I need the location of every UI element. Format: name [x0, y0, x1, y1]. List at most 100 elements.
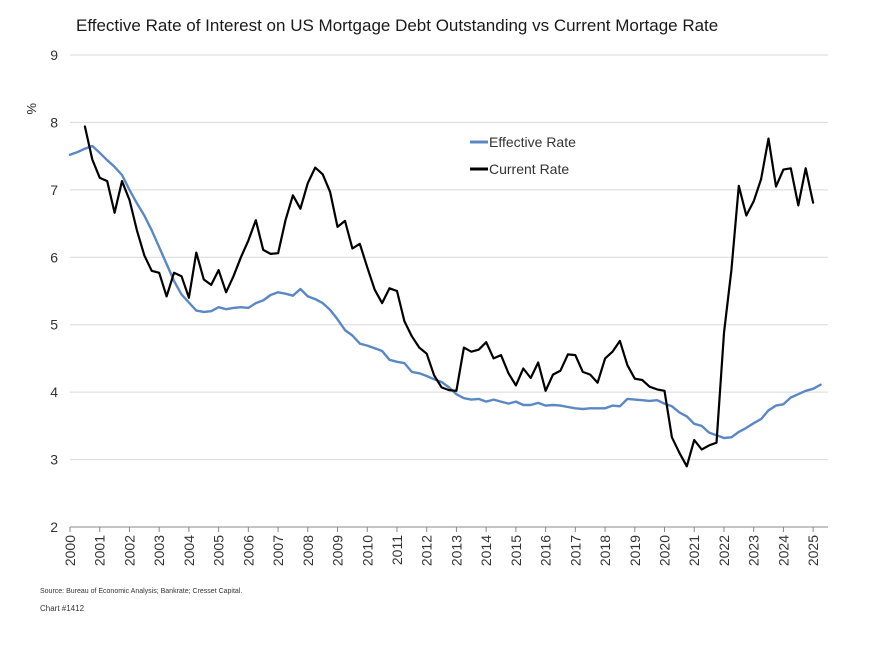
current-rate-point: [515, 385, 516, 386]
current-rate-point: [136, 230, 137, 231]
effective-rate-point: [307, 296, 308, 297]
effective-rate-point: [746, 427, 747, 428]
effective-rate-point: [233, 307, 234, 308]
series-lines: [68, 125, 822, 468]
effective-rate-point: [731, 437, 732, 438]
current-rate-point: [493, 358, 494, 359]
current-rate-point: [567, 354, 568, 355]
effective-rate-point: [523, 404, 524, 405]
current-rate-point: [233, 276, 234, 277]
current-rate-point: [805, 168, 806, 169]
effective-rate-point: [493, 399, 494, 400]
y-tick-label: 5: [50, 317, 58, 333]
effective-rate-point: [211, 311, 212, 312]
effective-rate-point: [240, 307, 241, 308]
current-rate-point: [285, 220, 286, 221]
current-rate-point: [664, 390, 665, 391]
effective-rate-point: [315, 299, 316, 300]
effective-rate-point: [270, 294, 271, 295]
x-tick-label: 2008: [300, 535, 316, 566]
axes: 2 3 4 5 6 7 8 9 2000 2001 2002 2003 2004 2005 2006 2007…: [50, 47, 828, 566]
current-rate-point: [694, 439, 695, 440]
current-rate-point: [92, 159, 93, 160]
current-rate-point: [99, 177, 100, 178]
current-rate-point: [560, 370, 561, 371]
current-rate-point: [411, 336, 412, 337]
current-rate-point: [753, 201, 754, 202]
current-rate-point: [248, 240, 249, 241]
current-rate-point: [500, 355, 501, 356]
effective-rate-point: [612, 405, 613, 406]
current-rate-point: [798, 205, 799, 206]
current-rate-point: [255, 220, 256, 221]
current-rate-point: [456, 390, 457, 391]
current-rate-point: [359, 243, 360, 244]
x-tick-label: 2004: [181, 535, 197, 566]
x-tick-label: 2025: [805, 535, 821, 566]
y-tick-label: 4: [50, 384, 58, 400]
effective-rate-point: [151, 230, 152, 231]
current-rate-points: [84, 126, 813, 467]
current-rate-line: [83, 125, 815, 468]
current-rate-point: [337, 226, 338, 227]
effective-rate-point: [597, 408, 598, 409]
effective-rate-point: [500, 401, 501, 402]
current-rate-point: [619, 340, 620, 341]
effective-rate-point: [389, 359, 390, 360]
current-rate-point: [107, 181, 108, 182]
current-rate-point: [813, 202, 814, 203]
effective-rate-point: [627, 398, 628, 399]
effective-rate-point: [196, 310, 197, 311]
current-rate-point: [552, 374, 553, 375]
effective-rate-point: [159, 247, 160, 248]
effective-rate-point: [434, 379, 435, 380]
effective-rate-point: [114, 166, 115, 167]
effective-rate-point: [166, 263, 167, 264]
effective-rate-point: [99, 152, 100, 153]
effective-rate-point: [649, 400, 650, 401]
effective-rate-point: [671, 406, 672, 407]
effective-rate-point: [92, 145, 93, 146]
x-tick-label: 2020: [657, 535, 673, 566]
x-tick-label: 2022: [716, 535, 732, 566]
current-rate-point: [114, 212, 115, 213]
x-tick-label: 2003: [151, 535, 167, 566]
effective-rate-point: [463, 398, 464, 399]
current-rate-point: [307, 183, 308, 184]
effective-rate-point: [359, 343, 360, 344]
current-rate-point: [382, 303, 383, 304]
effective-rate-point: [471, 399, 472, 400]
effective-rate-point: [129, 189, 130, 190]
effective-rate-point: [538, 402, 539, 403]
x-tick-label: 2015: [508, 535, 524, 566]
effective-rate-point: [686, 416, 687, 417]
x-tick-label: 2012: [419, 535, 435, 566]
current-rate-point: [790, 168, 791, 169]
y-tick-label: 6: [50, 249, 58, 265]
effective-rate-point: [255, 303, 256, 304]
x-tick-label: 2005: [211, 535, 227, 566]
effective-rate-point: [582, 408, 583, 409]
effective-rate-point: [664, 403, 665, 404]
current-rate-point: [426, 353, 427, 354]
current-rate-point: [448, 390, 449, 391]
effective-rate-point: [552, 404, 553, 405]
effective-rate-point: [248, 307, 249, 308]
effective-rate-point: [761, 419, 762, 420]
current-rate-point: [151, 270, 152, 271]
y-tick-label: 2: [50, 519, 58, 535]
effective-rate-point: [590, 408, 591, 409]
current-rate-point: [463, 347, 464, 348]
effective-rate-point: [486, 401, 487, 402]
x-tick-label: 2021: [686, 535, 702, 566]
current-rate-point: [582, 371, 583, 372]
current-rate-point: [634, 378, 635, 379]
current-rate-point: [196, 252, 197, 253]
current-rate-point: [84, 126, 85, 127]
x-tick-label: 2001: [92, 535, 108, 566]
legend-label-effective: Effective Rate: [489, 134, 576, 150]
y-axis-label: %: [24, 103, 39, 115]
current-rate-point: [270, 253, 271, 254]
current-rate-point: [686, 466, 687, 467]
effective-rate-point: [515, 401, 516, 402]
